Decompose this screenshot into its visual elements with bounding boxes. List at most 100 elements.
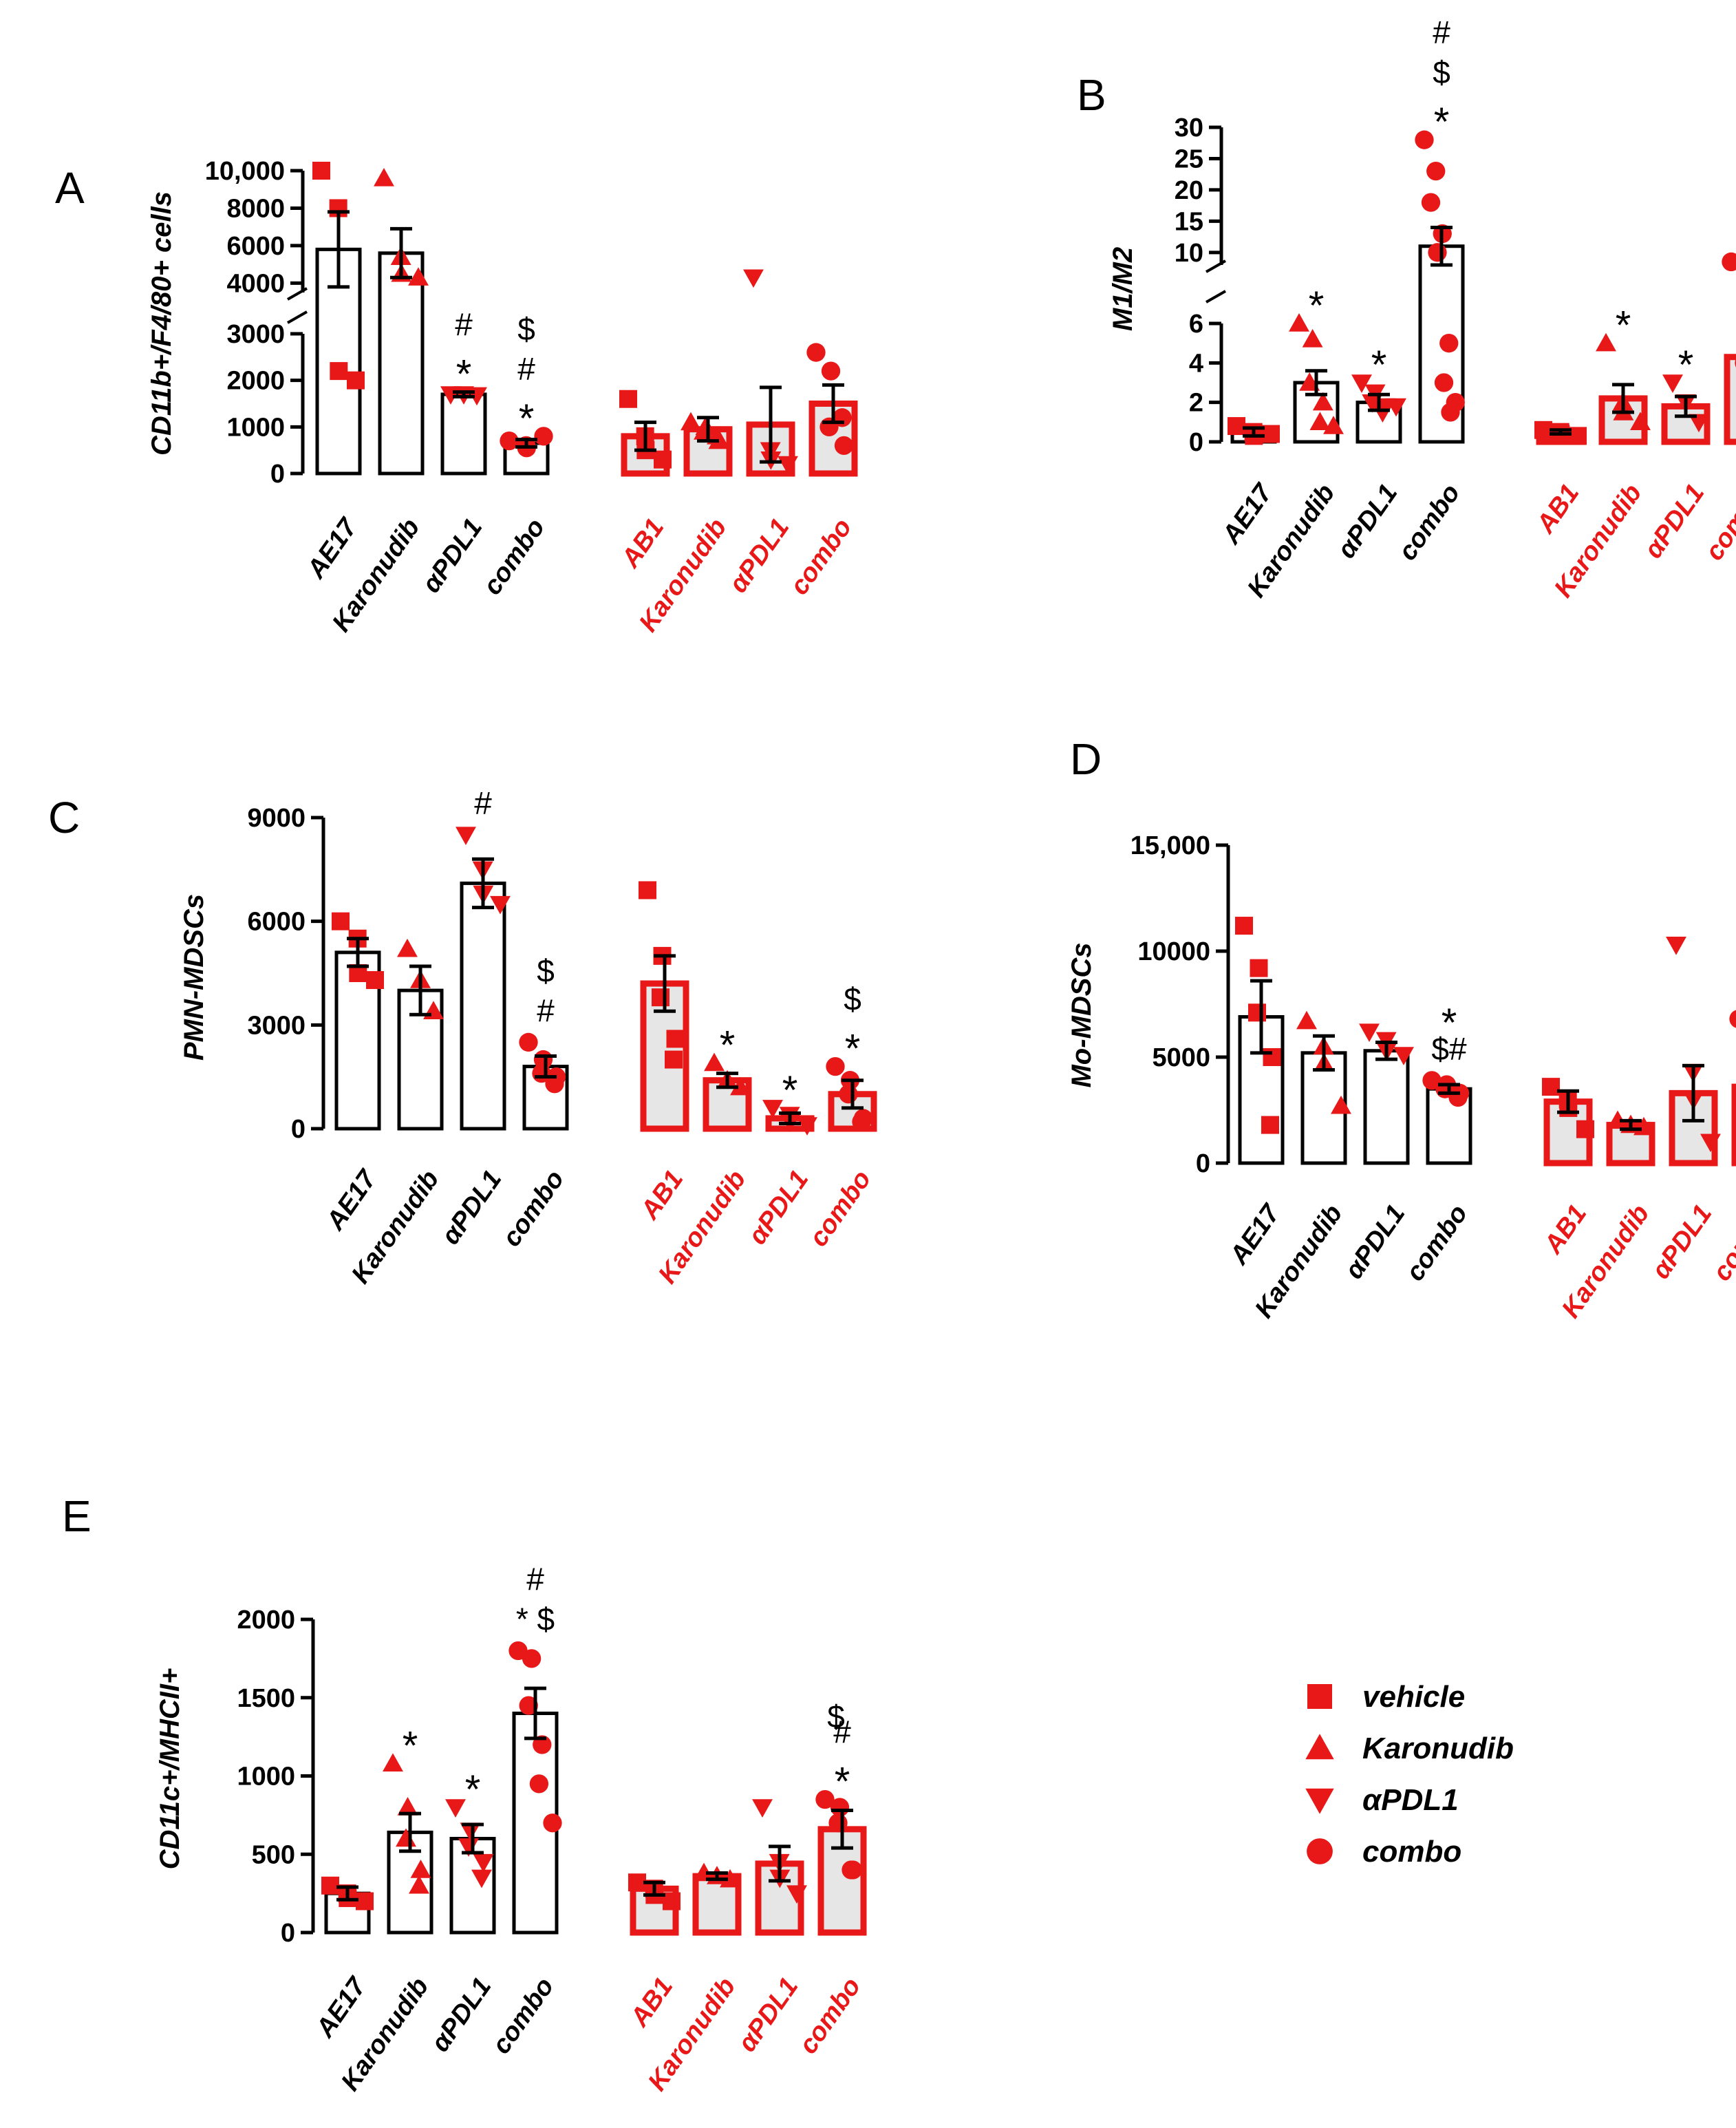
- x-category-label: αPDL1: [743, 1165, 815, 1250]
- x-category-label: αPDL1: [1639, 479, 1711, 564]
- data-point: [704, 1052, 725, 1072]
- y-tick-label: 6: [1189, 310, 1203, 339]
- y-tick-label: 9000: [247, 804, 306, 833]
- panel-label: D: [1070, 734, 1102, 784]
- axis-break-mark: [287, 287, 308, 301]
- data-point: [1248, 1003, 1266, 1022]
- y-tick-label: 5000: [1152, 1043, 1210, 1072]
- data-point: [1302, 328, 1323, 348]
- x-category-label: combo: [1393, 479, 1466, 566]
- data-point: [366, 971, 384, 990]
- data-point: [500, 431, 519, 451]
- significance-mark: *: [1434, 100, 1450, 145]
- data-point: [1434, 373, 1454, 392]
- significance-mark: *: [845, 1027, 861, 1072]
- axis-break-mark: [1205, 290, 1226, 304]
- data-point: [332, 912, 350, 930]
- data-point: [409, 1875, 429, 1894]
- x-category-label: αPDL1: [1340, 1200, 1411, 1284]
- data-point: [1576, 1120, 1594, 1138]
- data-point: [1421, 193, 1441, 212]
- significance-mark: *: [1616, 304, 1631, 348]
- significance-mark: $: [827, 1699, 845, 1734]
- x-category-label: AB1: [616, 513, 670, 573]
- significance-mark: #: [455, 307, 473, 343]
- data-point: [456, 827, 476, 846]
- data-point: [842, 1860, 861, 1880]
- y-tick-label: 10,000: [205, 157, 285, 186]
- data-point: [1689, 414, 1709, 433]
- y-tick-label: 3000: [247, 1011, 306, 1040]
- y-tick-label: 30: [1175, 114, 1203, 142]
- x-category-label: αPDL1: [1647, 1200, 1718, 1284]
- data-point: [397, 938, 418, 957]
- data-point: [1666, 937, 1686, 955]
- data-point: [815, 1789, 835, 1809]
- panel-label: B: [1077, 70, 1106, 120]
- data-point: [410, 1860, 431, 1878]
- legend-marker: [1307, 1684, 1332, 1709]
- x-category-label: combo: [497, 1165, 570, 1252]
- significance-mark: #: [517, 351, 535, 387]
- data-point: [639, 881, 656, 900]
- x-category-label: AB1: [635, 1165, 689, 1225]
- legend-label: αPDL1: [1362, 1783, 1459, 1817]
- significance-mark: *: [1309, 284, 1325, 328]
- data-point: [356, 1892, 374, 1911]
- y-tick-label: 6000: [247, 908, 306, 937]
- x-category-label: AE17: [310, 1972, 373, 2043]
- x-category-label: combo: [794, 1972, 867, 2059]
- panel-e: ECD11c+/MHCII+0500100015002000AE17Karonu…: [62, 1491, 867, 2096]
- significance-mark: $: [537, 953, 555, 988]
- data-point: [374, 167, 394, 187]
- significance-mark: $: [844, 981, 861, 1017]
- x-category-label: combo: [1700, 479, 1736, 566]
- y-tick-label: 10000: [1137, 937, 1210, 966]
- y-tick-label: 1000: [226, 413, 285, 442]
- data-point: [519, 1696, 538, 1715]
- data-point: [834, 436, 854, 456]
- significance-mark: $#: [1431, 1031, 1467, 1067]
- y-tick-label: 2: [1189, 389, 1203, 418]
- data-point: [826, 1056, 845, 1076]
- significance-mark: $: [517, 311, 535, 347]
- y-tick-label: 20: [1175, 176, 1203, 205]
- data-point: [797, 1117, 817, 1136]
- y-tick-label: 0: [281, 1919, 295, 1948]
- x-category-label: AE17: [1224, 1199, 1287, 1270]
- data-point: [762, 1100, 783, 1118]
- data-point: [522, 1649, 542, 1668]
- data-point: [1596, 332, 1616, 352]
- panel-a: A CD11b+/F4/80+ cells 0 1000 2000 3000 4000 600…: [55, 157, 858, 637]
- data-point: [665, 1050, 683, 1069]
- significance-mark: *: [465, 1767, 481, 1812]
- y-tick-label: 0: [1196, 1149, 1210, 1178]
- data-point: [1439, 334, 1459, 353]
- data-point: [321, 1876, 339, 1895]
- significance-mark: * $: [516, 1602, 555, 1637]
- data-point: [1448, 1087, 1468, 1107]
- panel-d: DMo-MDSCs050001000015,000AE17KaronudibαP…: [1067, 734, 1736, 1323]
- panel-b: BM1/M202461015202530AE17Karonudib*αPDL1*…: [1077, 14, 1736, 603]
- significance-mark: #: [1433, 14, 1450, 50]
- significance-mark: *: [1371, 343, 1387, 387]
- y-tick-label: 10: [1175, 239, 1203, 268]
- data-point: [852, 1112, 871, 1131]
- data-point: [1386, 398, 1406, 417]
- data-point: [720, 1869, 740, 1888]
- data-point: [408, 267, 429, 286]
- data-point: [1393, 1047, 1414, 1065]
- y-axis-title: PMN-MDSCs: [179, 894, 209, 1061]
- y-axis-title: CD11b+/F4/80+ cells: [147, 191, 177, 456]
- data-point: [445, 1799, 466, 1818]
- data-point: [752, 1799, 773, 1818]
- x-category-label: AE17: [321, 1164, 383, 1236]
- data-point: [1722, 252, 1736, 272]
- data-point: [1534, 421, 1552, 439]
- data-point: [1250, 959, 1268, 977]
- data-point: [490, 895, 511, 915]
- y-tick-label: 4: [1189, 349, 1203, 378]
- significance-mark: *: [403, 1723, 418, 1768]
- y-tick-label: 2000: [237, 1606, 295, 1635]
- data-point: [1630, 412, 1651, 431]
